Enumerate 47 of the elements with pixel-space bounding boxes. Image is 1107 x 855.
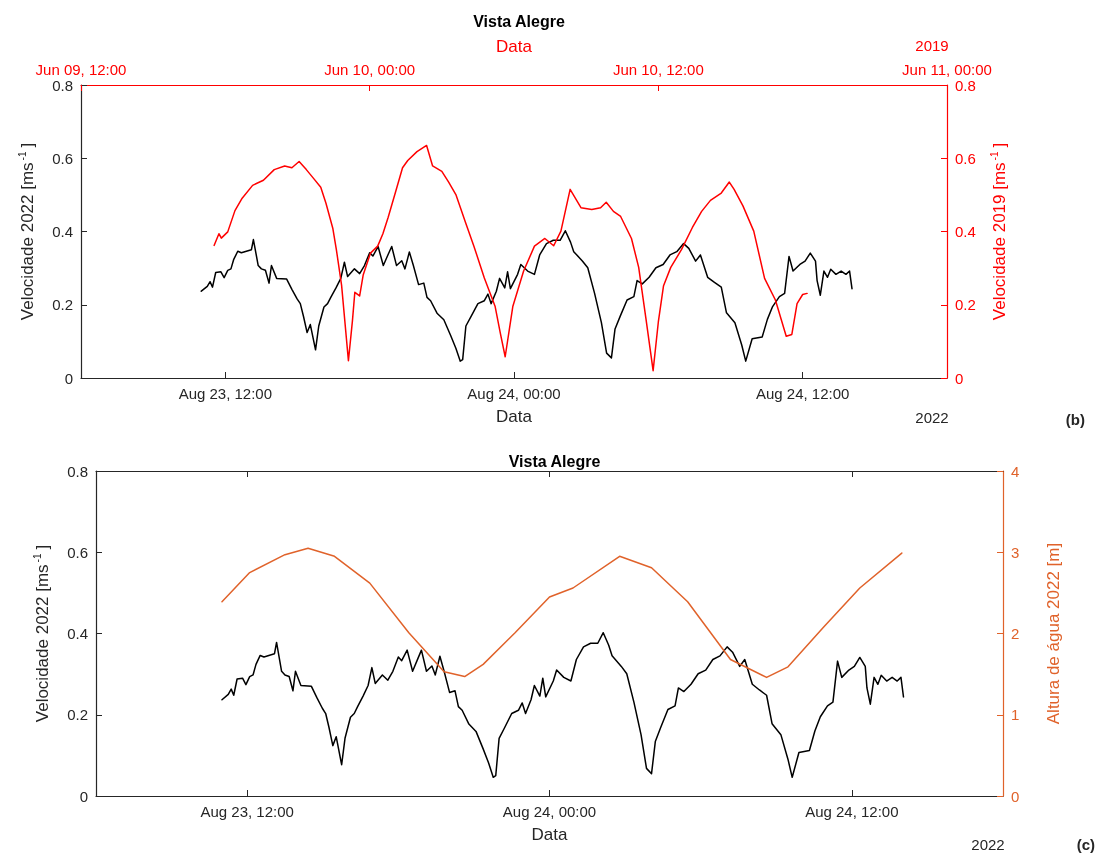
y2-tick-label: 4 (1011, 462, 1020, 480)
x2-tick-label: Jun 10, 12:00 (612, 61, 704, 78)
y-tick-label: 0.8 (67, 462, 88, 480)
y2-tick-label: 0 (1011, 787, 1020, 805)
y2-tick-label: 0 (955, 369, 964, 387)
x-axis-title: Data (496, 407, 533, 426)
y2-axis-title: Velocidade 2019 [ms-1] (988, 142, 1009, 321)
x-tick-label: Aug 23, 12:00 (200, 803, 294, 820)
text: 2022 (915, 408, 949, 426)
x-axis-title: Data (531, 825, 568, 844)
text: (b) (1065, 410, 1085, 428)
y-axis-title: Velocidade 2022 [ms-1] (16, 142, 37, 321)
y-axis-title: Velocidade 2022 [ms-1] (31, 544, 52, 723)
x-tick-label: Aug 23, 12:00 (178, 385, 273, 402)
y2-tick-label: 2 (1011, 625, 1020, 642)
y2-tick-label: 0.2 (955, 296, 976, 314)
y-tick-label: 0.6 (67, 543, 88, 561)
y-tick-label: 0.2 (67, 706, 88, 724)
y2-tick-label: 0.4 (955, 223, 976, 240)
chart-title: Vista Alegre (473, 12, 565, 30)
y-tick-label: 0.2 (52, 296, 73, 314)
text: 2019 (915, 36, 949, 54)
y-tick-label: 0 (79, 787, 88, 805)
y2-axis-title: Altura de água 2022 [m] (1044, 542, 1063, 725)
x2-tick-label: Jun 10, 00:00 (324, 61, 416, 78)
y2-tick-label: 0.8 (955, 76, 976, 94)
text: 2022 (971, 835, 1005, 853)
chart-title: Vista Alegre (508, 452, 601, 470)
y2-tick-label: 0.6 (955, 149, 976, 167)
x2-tick-label: Jun 11, 00:00 (902, 61, 992, 78)
x-tick-label: Aug 24, 12:00 (755, 385, 850, 402)
x2-axis-title: Data (496, 37, 533, 56)
text: (c) (1076, 835, 1095, 853)
x-tick-label: Aug 24, 00:00 (502, 803, 597, 820)
y-tick-label: 0.6 (52, 149, 73, 167)
line-series (221, 631, 905, 779)
x-tick-label: Aug 24, 12:00 (805, 803, 899, 820)
y-tick-label: 0.4 (67, 625, 88, 642)
y2-tick-label: 3 (1011, 543, 1020, 561)
y-tick-label: 0.8 (52, 76, 73, 94)
x-tick-label: Aug 24, 00:00 (467, 385, 561, 402)
y2-tick-label: 1 (1011, 706, 1020, 724)
y-tick-label: 0.4 (52, 223, 73, 240)
line-series (221, 547, 903, 679)
x2-tick-label: Jun 09, 12:00 (35, 61, 127, 78)
line-series (200, 230, 853, 362)
y-tick-label: 0 (64, 369, 73, 387)
